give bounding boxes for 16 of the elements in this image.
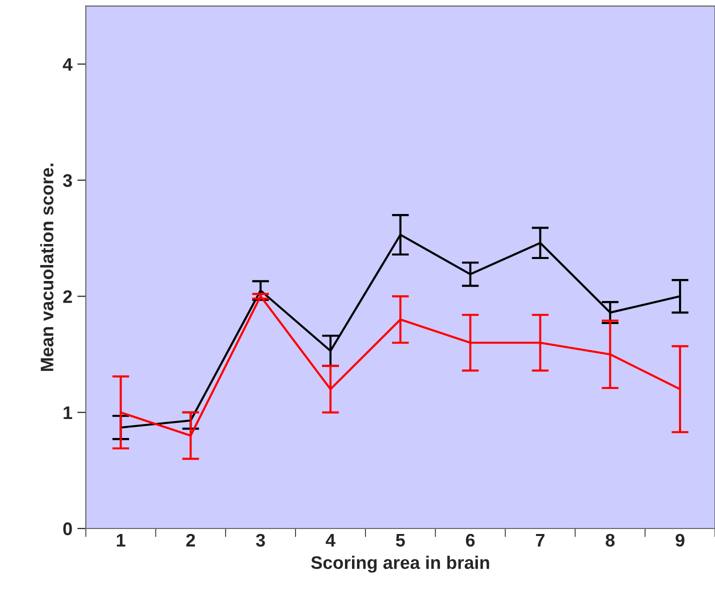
x-tick-label: 8 [606, 534, 615, 547]
y-tick-label: 4 [62, 58, 73, 71]
x-tick-label: 6 [466, 534, 475, 547]
y-tick-label: 1 [64, 406, 72, 419]
y-tick-label: 3 [62, 174, 72, 187]
x-tick-label: 2 [186, 534, 195, 546]
x-tick-label: 3 [256, 534, 265, 547]
x-tick-label: 1 [116, 534, 126, 546]
x-tick-label: 7 [536, 534, 544, 546]
x-tick-label: 5 [396, 534, 405, 547]
x-tick-label: 4 [326, 534, 336, 546]
x-axis-title: Scoring area in brain [311, 556, 490, 573]
y-axis-title: Mean vacuolation score. [40, 164, 54, 371]
y-tick-label: 2 [63, 290, 72, 303]
y-tick-label: 0 [63, 522, 72, 536]
x-tick-label: 9 [676, 534, 684, 547]
